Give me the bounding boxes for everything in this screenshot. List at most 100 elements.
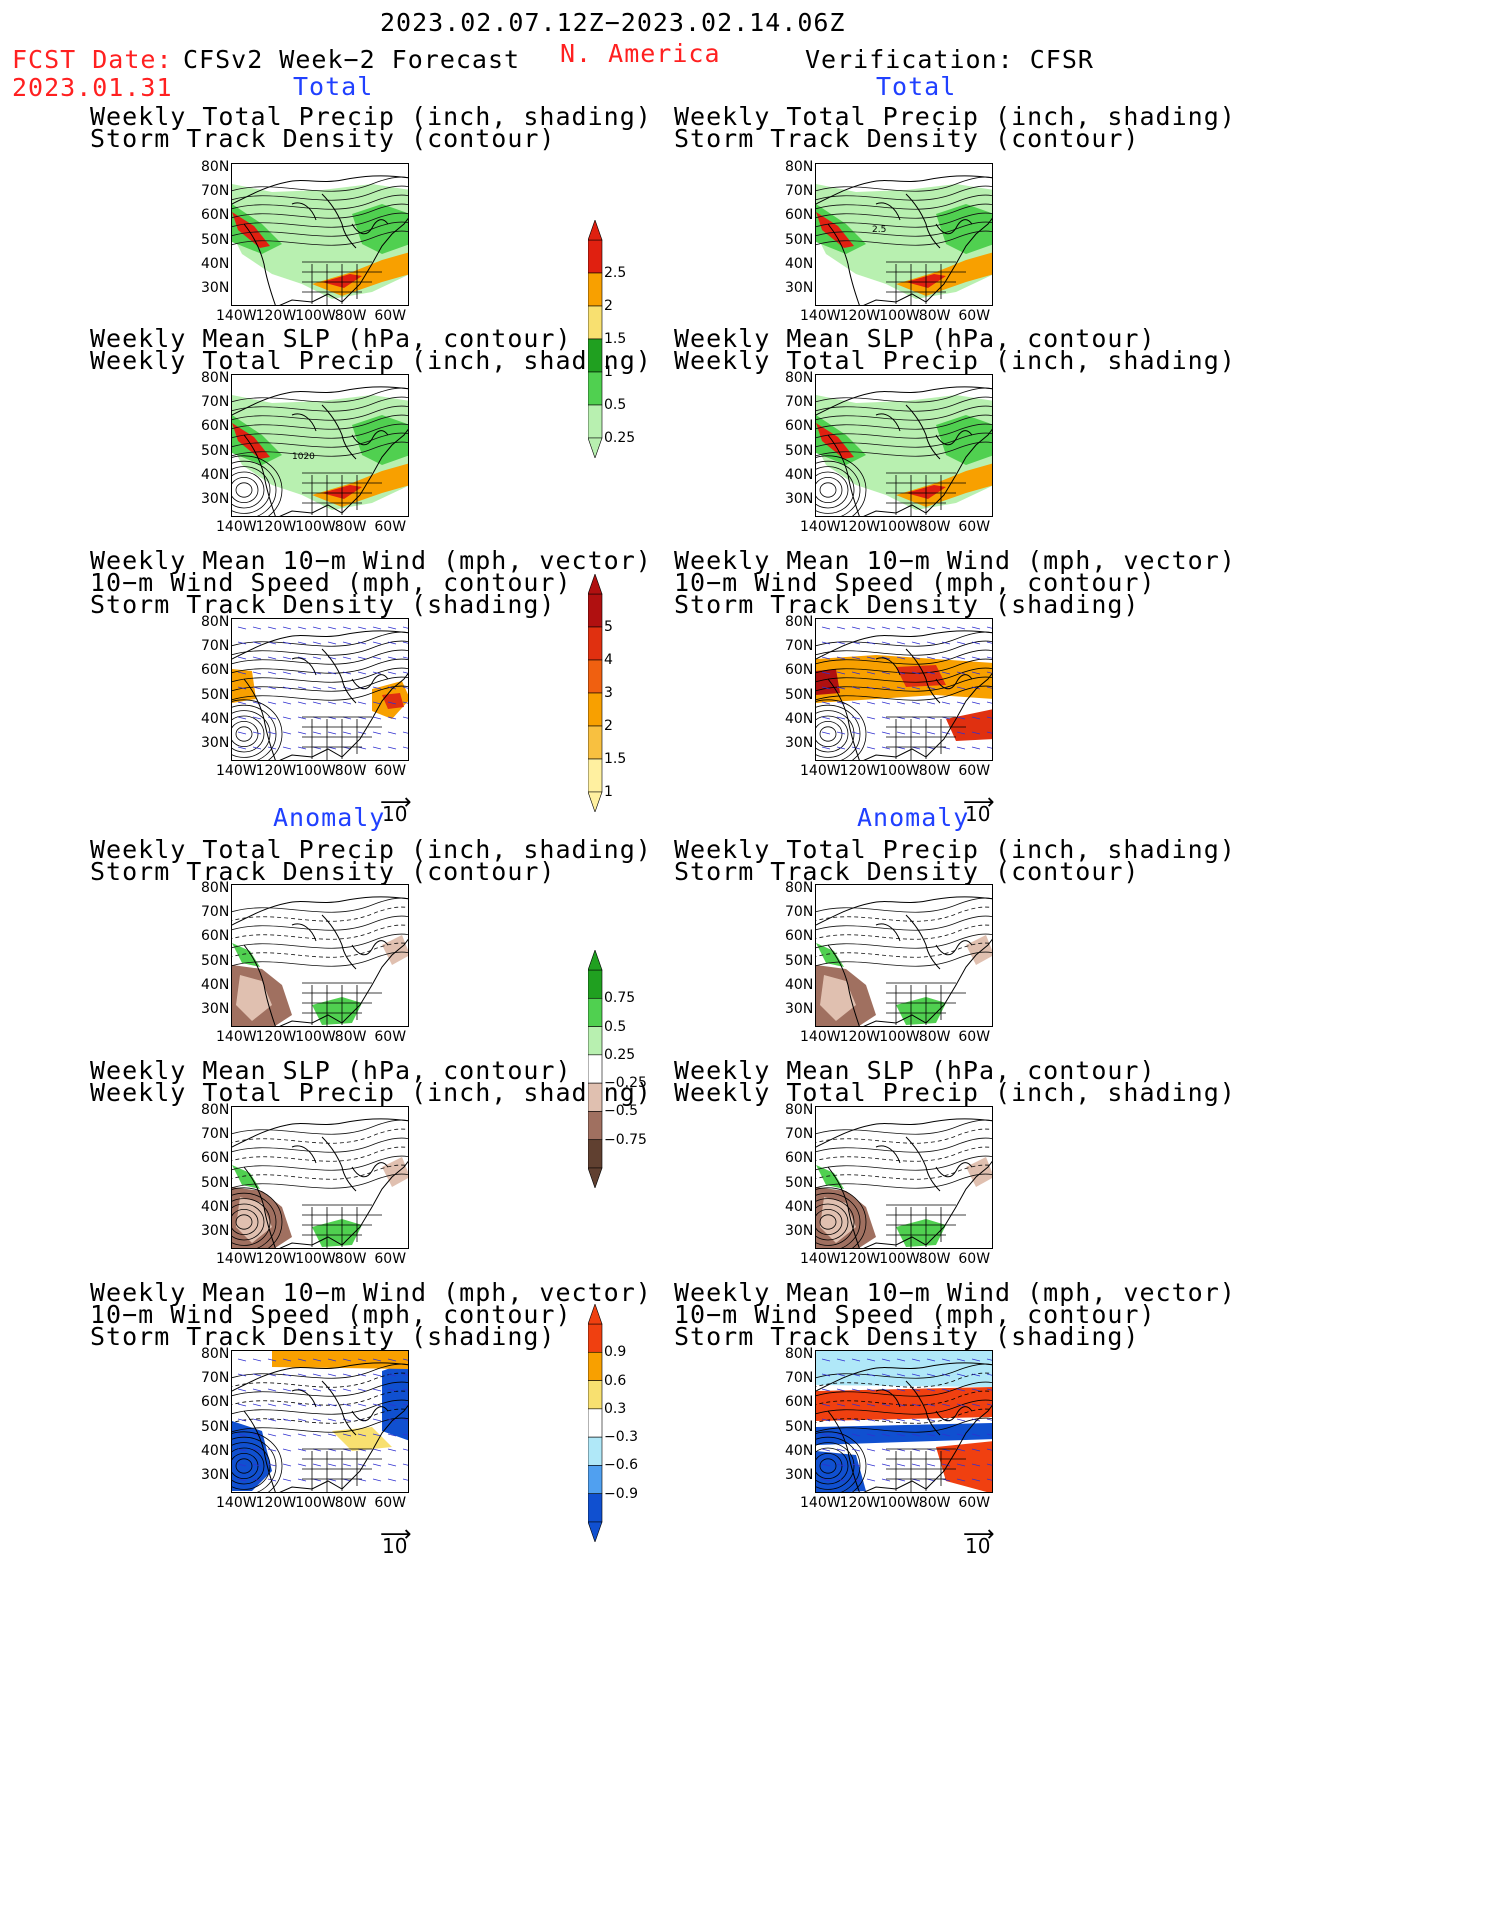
panel-3-title-line-1: Weekly Total Precip (inch, shading) <box>674 346 1236 375</box>
map-svg-11 <box>816 1351 992 1492</box>
panel-1-title-line-1: Storm Track Density (contour) <box>674 124 1140 153</box>
anom-wet-east-7 <box>896 997 946 1025</box>
wind-vector-11 <box>866 1358 876 1362</box>
wind-vector-4 <box>297 626 307 630</box>
wind-vector-10 <box>342 1373 352 1377</box>
panel-9-lat-tick-3: 50N <box>785 1174 814 1191</box>
panel-3-lon-tick-3: 80W <box>918 519 951 535</box>
panel-11-title-line-1: 10−m Wind Speed (mph, contour) <box>674 1300 1156 1329</box>
wind-vector-10 <box>267 1403 277 1407</box>
map-svg-7 <box>816 896 992 1026</box>
pressure-ring-9-3 <box>816 1198 855 1246</box>
precip-mid-0 <box>232 204 282 254</box>
wind-vector-5 <box>911 686 921 690</box>
contour-line-1-5 <box>816 221 992 237</box>
wind-vector-11 <box>911 1373 921 1377</box>
wind-vector-11 <box>881 1448 891 1452</box>
panel-2-lat-tick-1: 70N <box>201 394 230 411</box>
state-borders-4 <box>302 716 382 760</box>
wind-vector-4 <box>237 731 247 735</box>
contour-line-0-2 <box>232 194 408 210</box>
wind-vector-4 <box>282 686 292 690</box>
wind-vector-11 <box>941 1373 951 1377</box>
panel-0-lat-tick-4: 40N <box>201 255 230 272</box>
panel-2-lat-tick-4: 40N <box>201 466 230 483</box>
wind-vector-5 <box>971 641 981 645</box>
colorbar-precip-total-label-4: 0.5 <box>604 397 627 413</box>
wind-vector-4 <box>297 671 307 675</box>
panel-0-lon-tick-2: 100W <box>295 308 336 324</box>
pressure-ring-8-0 <box>235 1214 253 1230</box>
contour-line-7-1 <box>816 906 992 922</box>
panel-9-lon-tick-3: 80W <box>918 1251 951 1267</box>
pressure-ring-4-0 <box>235 726 253 742</box>
panel-1-lat-tick-3: 50N <box>785 231 814 248</box>
contour-line-11-0 <box>816 1363 992 1379</box>
wind-vector-10 <box>252 1478 262 1482</box>
wind-vector-10 <box>387 1463 397 1467</box>
pressure-ring-11-5 <box>816 1431 867 1492</box>
colorbar-track-anom-label-1: 0.6 <box>604 1372 627 1389</box>
panel-8-lon-tick-4: 60W <box>374 1251 407 1267</box>
wind-vector-10 <box>267 1448 277 1452</box>
wind-vector-4 <box>387 656 397 660</box>
map-panel-6 <box>231 884 409 1027</box>
wind-vector-5 <box>851 731 861 735</box>
panel-2-lon-tick-4: 60W <box>374 519 407 535</box>
wind-vector-4 <box>297 656 307 660</box>
wind-vector-11 <box>836 1418 846 1422</box>
wind-vector-4 <box>372 686 382 690</box>
panel-1-lat-tick-1: 70N <box>785 183 814 200</box>
pressure-ring-2-2 <box>232 471 265 509</box>
colorbar-track-total-top-arrow <box>588 574 603 595</box>
wind-vector-11 <box>821 1478 831 1482</box>
contour-line-1-6 <box>816 230 992 246</box>
wind-vector-11 <box>986 1418 992 1421</box>
pressure-ring-3-0 <box>819 482 837 498</box>
wind-vector-10 <box>282 1403 292 1407</box>
contour-line-7-6 <box>816 951 992 967</box>
wind-vector-4 <box>372 656 382 660</box>
contour-line-7-2 <box>816 915 992 931</box>
wind-vector-11 <box>941 1433 951 1437</box>
colorbar-track-anom-swatch-5 <box>588 1465 603 1495</box>
wind-vector-10 <box>297 1403 307 1407</box>
pressure-ring-2-5 <box>232 455 283 516</box>
wind-vector-4 <box>357 626 367 630</box>
wind-vector-4 <box>252 656 262 660</box>
anom-wet-coast-8 <box>232 1165 260 1189</box>
wind-vector-10 <box>372 1478 382 1482</box>
wind-vector-4 <box>312 641 322 645</box>
wind-vector-11 <box>881 1418 891 1422</box>
wind-vector-11 <box>986 1478 992 1481</box>
panel-7-lat-tick-1: 70N <box>785 904 814 921</box>
wind-vector-5 <box>866 626 876 630</box>
wind-vector-11 <box>956 1403 966 1407</box>
panel-7-lon-tick-3: 80W <box>918 1029 951 1045</box>
panel-7-lon-tick-0: 140W <box>800 1029 841 1045</box>
map-panel-0 <box>231 163 409 306</box>
wind-vector-4 <box>297 686 307 690</box>
contour-line-1-3 <box>816 203 992 219</box>
wind-vector-10 <box>357 1373 367 1377</box>
pressure-ring-9-1 <box>816 1209 843 1235</box>
wind-vector-10 <box>402 1433 408 1436</box>
panel-10-lon-tick-3: 80W <box>334 1495 367 1511</box>
state-borders-8 <box>302 1204 382 1248</box>
wind-vector-10 <box>327 1373 337 1377</box>
region-title: N. America <box>560 39 721 68</box>
wind-vector-5 <box>866 686 876 690</box>
panel-11-lat-tick-3: 50N <box>785 1418 814 1435</box>
wind-vector-10 <box>297 1463 307 1467</box>
fcst-date-value: 2023.01.31 <box>12 73 173 102</box>
pressure-ring-11-1 <box>816 1453 843 1479</box>
pressure-ring-10-2 <box>232 1447 265 1485</box>
panel-5-title-line-1: 10−m Wind Speed (mph, contour) <box>674 568 1156 597</box>
contour-line-2-3 <box>232 414 408 430</box>
map-svg-9 <box>816 1118 992 1248</box>
wind-vector-4 <box>402 701 408 704</box>
colorbar-precip-anom-swatch-5 <box>588 1111 603 1141</box>
wind-vector-10 <box>312 1433 322 1437</box>
vector-scale-arrow-0: ⟶ <box>380 790 412 815</box>
map-panel-7 <box>815 884 993 1027</box>
